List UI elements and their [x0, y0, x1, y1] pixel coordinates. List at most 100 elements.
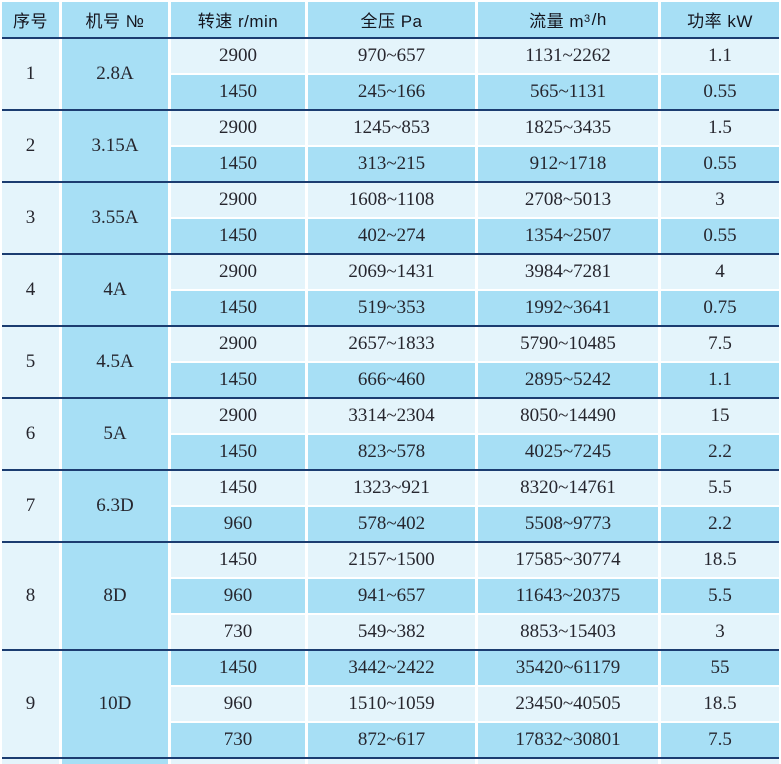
speed-cell: 730	[171, 615, 305, 649]
power-cell: 7.5	[661, 723, 779, 757]
speed-cell: 960	[171, 579, 305, 613]
speed-cell: 1450	[171, 651, 305, 685]
seq-cell: 9	[2, 651, 59, 757]
pressure-cell: 970~657	[308, 39, 475, 73]
pressure-cell: 313~215	[308, 147, 475, 181]
pressure-cell: 578~402	[308, 507, 475, 541]
flow-cell: 8853~15403	[478, 615, 658, 649]
power-cell: 2.2	[661, 507, 779, 541]
seq-cell: 5	[2, 327, 59, 397]
pressure-cell: 1510~1059	[308, 687, 475, 721]
power-cell: 0.55	[661, 147, 779, 181]
flow-cell: 11643~20375	[478, 579, 658, 613]
power-cell: 18.5	[661, 687, 779, 721]
model-cell: 5A	[62, 399, 168, 469]
model-cell: 8D	[62, 543, 168, 649]
speed-cell: 1450	[171, 471, 305, 505]
flow-cell: 1825~3435	[478, 111, 658, 145]
model-cell: 4A	[62, 255, 168, 325]
model-cell: 4.5A	[62, 327, 168, 397]
seq-cell: 6	[2, 399, 59, 469]
speed-cell: 1450	[171, 291, 305, 325]
speed-cell: 960	[171, 507, 305, 541]
pressure-cell: 941~657	[308, 579, 475, 613]
pressure-cell: 1608~1108	[308, 183, 475, 217]
seq-cell: 1	[2, 39, 59, 109]
pressure-cell: 823~578	[308, 435, 475, 469]
table-group: 2 3.15A 2900 1245~853 1825~3435 1.5 1450…	[2, 111, 779, 183]
model-cell: 3.55A	[62, 183, 168, 253]
flow-cell: 23450~40505	[478, 687, 658, 721]
speed-cell: 1450	[171, 435, 305, 469]
header-flow-suffix: /h	[591, 9, 607, 29]
table-group: 9 10D 1450 3442~2422 35420~61179 55 960 …	[2, 651, 779, 759]
flow-cell: 912~1718	[478, 147, 658, 181]
model-cell: 2.8A	[62, 39, 168, 109]
seq-cell: 8	[2, 543, 59, 649]
power-cell: 0.55	[661, 219, 779, 253]
table-group-clipped	[2, 759, 779, 764]
table-group: 1 2.8A 2900 970~657 1131~2262 1.1 1450 2…	[2, 39, 779, 111]
speed-cell: 2900	[171, 111, 305, 145]
speed-cell: 2900	[171, 327, 305, 361]
speed-cell: 1450	[171, 147, 305, 181]
table-group: 6 5A 2900 3314~2304 8050~14490 15 1450 8…	[2, 399, 779, 471]
flow-cell: 8050~14490	[478, 399, 658, 433]
power-cell: 4	[661, 255, 779, 289]
header-model: 机号 №	[62, 2, 168, 37]
header-pressure: 全压 Pa	[308, 2, 475, 37]
table-group: 4 4A 2900 2069~1431 3984~7281 4 1450 519…	[2, 255, 779, 327]
table-group: 7 6.3D 1450 1323~921 8320~14761 5.5 960 …	[2, 471, 779, 543]
speed-cell: 1450	[171, 75, 305, 109]
power-cell: 18.5	[661, 543, 779, 577]
speed-cell: 2900	[171, 399, 305, 433]
speed-cell: 2900	[171, 255, 305, 289]
speed-cell: 2900	[171, 39, 305, 73]
power-cell: 5.5	[661, 471, 779, 505]
flow-cell: 5790~10485	[478, 327, 658, 361]
header-flow: 流量 m 3/h	[478, 2, 658, 37]
flow-cell: 17585~30774	[478, 543, 658, 577]
pressure-cell: 245~166	[308, 75, 475, 109]
table-group: 3 3.55A 2900 1608~1108 2708~5013 3 1450 …	[2, 183, 779, 255]
power-cell: 0.75	[661, 291, 779, 325]
pressure-cell: 3442~2422	[308, 651, 475, 685]
flow-cell: 1354~2507	[478, 219, 658, 253]
flow-cell: 8320~14761	[478, 471, 658, 505]
table-group: 8 8D 1450 2157~1500 17585~30774 18.5 960…	[2, 543, 779, 651]
speed-cell: 730	[171, 723, 305, 757]
pressure-cell: 872~617	[308, 723, 475, 757]
pressure-cell: 1245~853	[308, 111, 475, 145]
seq-cell: 4	[2, 255, 59, 325]
speed-cell: 1450	[171, 363, 305, 397]
power-cell: 5.5	[661, 579, 779, 613]
pressure-cell: 1323~921	[308, 471, 475, 505]
pressure-cell: 549~382	[308, 615, 475, 649]
pressure-cell: 666~460	[308, 363, 475, 397]
power-cell: 3	[661, 183, 779, 217]
speed-cell: 2900	[171, 183, 305, 217]
pressure-cell	[308, 759, 475, 764]
seq-cell: 7	[2, 471, 59, 541]
model-cell: 6.3D	[62, 471, 168, 541]
header-power: 功率 kW	[661, 2, 779, 37]
power-cell: 0.55	[661, 75, 779, 109]
header-seq: 序号	[2, 2, 59, 37]
flow-cell: 1131~2262	[478, 39, 658, 73]
pressure-cell: 2157~1500	[308, 543, 475, 577]
header-flow-prefix: 流量 m	[529, 12, 585, 31]
power-cell: 15	[661, 399, 779, 433]
flow-cell: 1992~3641	[478, 291, 658, 325]
flow-cell: 35420~61179	[478, 651, 658, 685]
speed-cell	[171, 759, 305, 764]
power-cell: 7.5	[661, 327, 779, 361]
flow-cell: 5508~9773	[478, 507, 658, 541]
power-cell: 2.2	[661, 435, 779, 469]
seq-cell: 3	[2, 183, 59, 253]
pressure-cell: 402~274	[308, 219, 475, 253]
flow-cell: 2708~5013	[478, 183, 658, 217]
seq-cell	[2, 759, 59, 764]
header-speed: 转速 r/min	[171, 2, 305, 37]
flow-cell: 4025~7245	[478, 435, 658, 469]
